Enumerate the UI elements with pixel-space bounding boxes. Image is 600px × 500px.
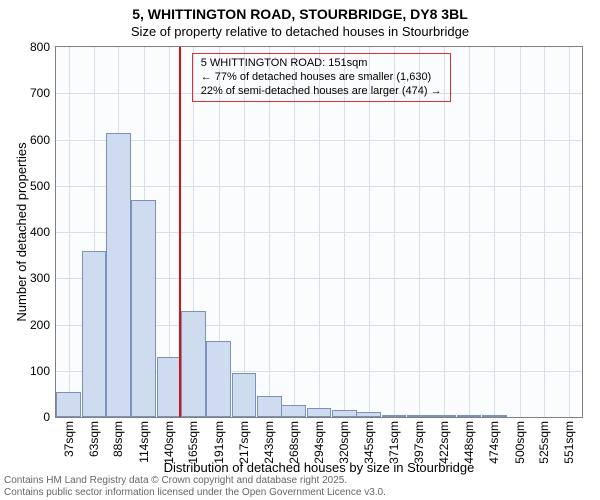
gridline-v — [319, 47, 320, 417]
x-tick-label: 165sqm — [186, 421, 200, 464]
histogram-bar — [82, 251, 107, 418]
y-tick-label: 500 — [10, 179, 50, 193]
histogram-bar — [307, 408, 332, 417]
footer-attribution: Contains HM Land Registry data © Crown c… — [4, 475, 386, 498]
gridline-v — [269, 47, 270, 417]
gridline-v — [419, 47, 420, 417]
footer-line: Contains HM Land Registry data © Crown c… — [4, 475, 386, 487]
x-tick-label: 525sqm — [537, 421, 551, 464]
histogram-bar — [356, 412, 381, 417]
gridline-v — [394, 47, 395, 417]
x-tick-label: 500sqm — [513, 421, 527, 464]
x-tick-label: 422sqm — [437, 421, 451, 464]
y-tick-label: 200 — [10, 318, 50, 332]
x-tick-label: 63sqm — [87, 421, 101, 457]
gridline-v — [369, 47, 370, 417]
annotation-line: 22% of semi-detached houses are larger (… — [201, 85, 442, 99]
x-tick-label: 345sqm — [362, 421, 376, 464]
gridline-v — [494, 47, 495, 417]
x-tick-label: 114sqm — [137, 421, 151, 463]
y-tick-label: 100 — [10, 364, 50, 378]
histogram-bar — [407, 415, 432, 417]
x-tick-label: 243sqm — [262, 421, 276, 464]
histogram-bar — [131, 200, 156, 417]
gridline-v — [520, 47, 521, 417]
x-tick-label: 294sqm — [312, 421, 326, 464]
chart-title-main: 5, WHITTINGTON ROAD, STOURBRIDGE, DY8 3B… — [0, 6, 600, 22]
annotation-line: 5 WHITTINGTON ROAD: 151sqm — [201, 57, 442, 71]
histogram-bar — [232, 373, 257, 417]
gridline-v — [444, 47, 445, 417]
reference-line — [179, 47, 181, 417]
histogram-bar — [181, 311, 206, 417]
y-tick-label: 600 — [10, 133, 50, 147]
x-tick-label: 217sqm — [237, 421, 251, 464]
annotation-line: ← 77% of detached houses are smaller (1,… — [201, 71, 442, 85]
histogram-bar — [332, 410, 357, 417]
x-tick-label: 551sqm — [562, 421, 576, 464]
x-tick-label: 371sqm — [387, 421, 401, 464]
gridline-v — [294, 47, 295, 417]
x-tick-label: 140sqm — [162, 421, 176, 464]
histogram-bar — [106, 133, 131, 417]
y-tick-label: 300 — [10, 271, 50, 285]
gridline-v — [544, 47, 545, 417]
gridline-v — [469, 47, 470, 417]
annotation-box: 5 WHITTINGTON ROAD: 151sqm← 77% of detac… — [192, 53, 451, 102]
x-tick-label: 448sqm — [462, 421, 476, 464]
x-tick-label: 474sqm — [487, 421, 501, 464]
x-tick-label: 191sqm — [212, 421, 226, 464]
y-tick-label: 800 — [10, 40, 50, 54]
x-tick-label: 397sqm — [412, 421, 426, 464]
y-tick-label: 0 — [10, 410, 50, 424]
histogram-bar — [431, 415, 456, 417]
histogram-bar — [206, 341, 231, 417]
histogram-bar — [157, 357, 182, 417]
histogram-bar — [281, 405, 306, 417]
y-tick-label: 400 — [10, 225, 50, 239]
histogram-bar — [257, 396, 282, 417]
footer-line: Contains public sector information licen… — [4, 487, 386, 499]
chart-title-sub: Size of property relative to detached ho… — [0, 24, 600, 39]
gridline-v — [69, 47, 70, 417]
gridline-v — [344, 47, 345, 417]
x-tick-label: 88sqm — [111, 421, 125, 457]
histogram-bar — [382, 415, 407, 417]
y-tick-label: 700 — [10, 86, 50, 100]
histogram-bar — [56, 392, 81, 417]
x-tick-label: 37sqm — [62, 421, 76, 457]
gridline-v — [569, 47, 570, 417]
plot-area: 5 WHITTINGTON ROAD: 151sqm← 77% of detac… — [55, 46, 583, 418]
histogram-bar — [457, 415, 482, 417]
gridline-v — [244, 47, 245, 417]
x-tick-label: 268sqm — [287, 421, 301, 464]
x-tick-label: 320sqm — [337, 421, 351, 464]
histogram-bar — [482, 415, 507, 417]
